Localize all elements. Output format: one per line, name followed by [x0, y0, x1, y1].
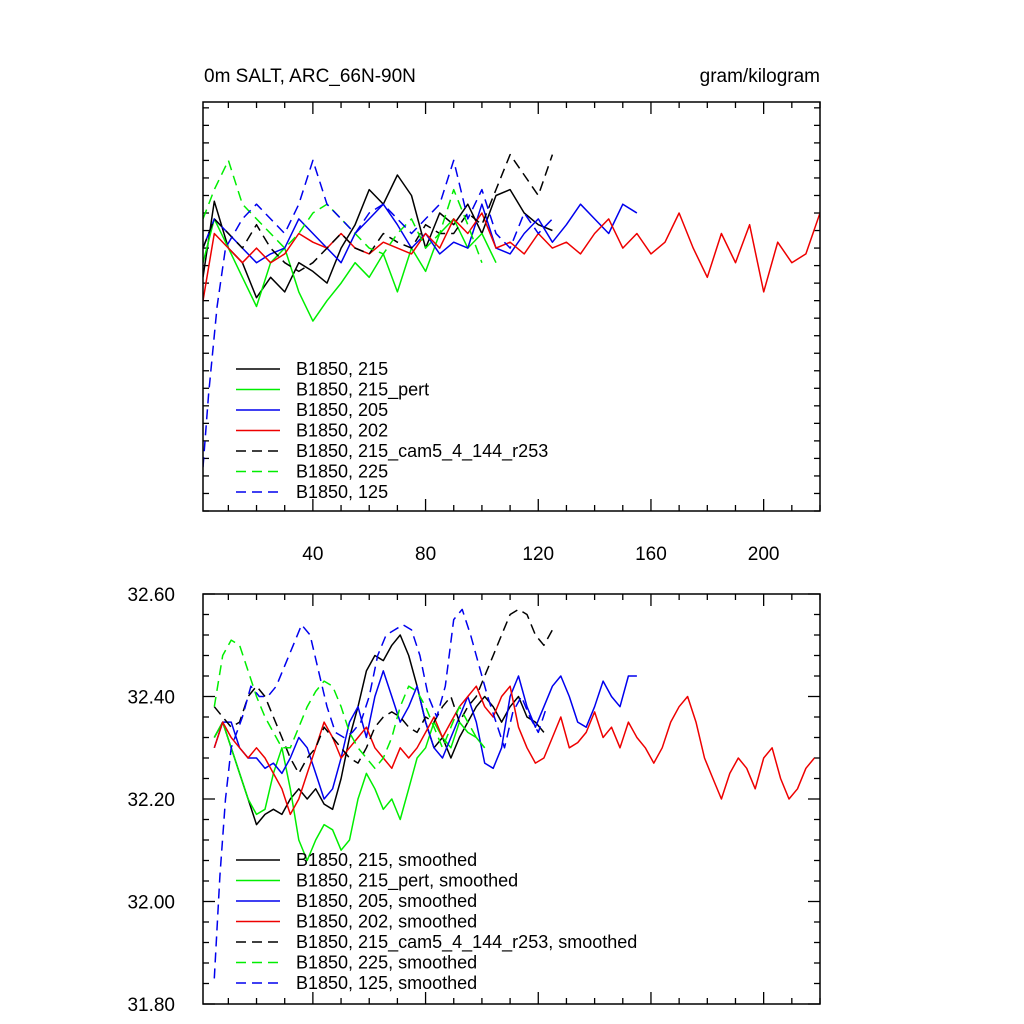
- series-line-1: [213, 634, 545, 826]
- legend-label: B1850, 215_cam5_4_144_r253: [296, 441, 548, 462]
- series-line-4: [213, 685, 815, 816]
- legend-label: B1850, 215_pert, smoothed: [296, 871, 518, 892]
- x-tick-label: 200: [748, 544, 780, 565]
- legend-label: B1850, 215_pert: [296, 380, 429, 401]
- top-panel: 0m SALT, ARC_66N-90N gram/kilogram 40 80 1…: [202, 66, 821, 565]
- series-line-4: [203, 212, 820, 301]
- top-panel-title: 0m SALT, ARC_66N-90N: [204, 66, 416, 87]
- legend-label: B1850, 125: [296, 482, 388, 502]
- series-line-5: [203, 153, 554, 273]
- y-tick-label: 32.00: [127, 893, 175, 914]
- legend-label: B1850, 202: [296, 421, 388, 441]
- series-line-1: [203, 174, 553, 299]
- series-line-2: [203, 218, 497, 322]
- legend-label: B1850, 205: [296, 400, 388, 420]
- top-panel-units: gram/kilogram: [700, 66, 820, 87]
- legend-label: B1850, 215: [296, 359, 388, 379]
- y-tick-label: 32.40: [127, 688, 175, 709]
- x-tick-label: 120: [522, 544, 554, 565]
- y-tick-label: 32.60: [127, 585, 175, 606]
- legend-label: B1850, 215_cam5_4_144_r253, smoothed: [296, 932, 637, 953]
- series-line-5: [213, 608, 554, 775]
- legend-label: B1850, 215, smoothed: [296, 850, 477, 870]
- x-tick-label: 160: [635, 544, 667, 565]
- series-line-6: [203, 159, 483, 263]
- series-line-7: [213, 608, 548, 979]
- series-line-7: [203, 159, 553, 468]
- legend-label: B1850, 125, smoothed: [296, 973, 477, 993]
- series-line-6: [213, 639, 486, 770]
- series-line-3: [213, 670, 637, 800]
- series-line-3: [203, 203, 638, 264]
- bottom-panel: 31.80 32.00 32.20 32.40 32.60 B1850, 215, smo…: [127, 585, 821, 1016]
- x-tick-label: 40: [302, 544, 323, 565]
- x-tick-label: 80: [415, 544, 436, 565]
- y-tick-label: 31.80: [127, 995, 175, 1016]
- legend-label: B1850, 225, smoothed: [296, 953, 477, 973]
- legend-label: B1850, 202, smoothed: [296, 912, 477, 932]
- plot-frame: [202, 101, 821, 512]
- legend-label: B1850, 225: [296, 462, 388, 482]
- legend-label: B1850, 205, smoothed: [296, 891, 477, 911]
- plot-frame: [202, 593, 821, 1005]
- y-tick-label: 32.20: [127, 790, 175, 811]
